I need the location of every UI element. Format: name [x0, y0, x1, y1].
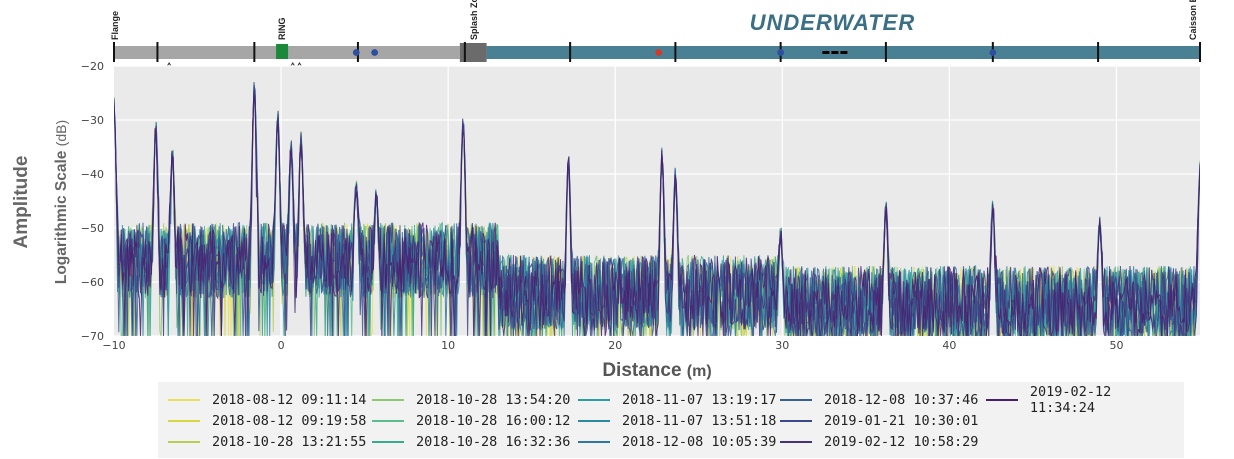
- x-axis-label: Distance (m): [602, 360, 711, 381]
- legend-label: 2018-08-12 09:11:14: [212, 392, 367, 408]
- legend-item: 2018-12-08 10:37:46: [780, 390, 978, 410]
- x-tick-label: 10: [441, 339, 455, 352]
- legend-swatch: [372, 399, 404, 401]
- y-tick-label: −70: [81, 330, 104, 343]
- legend-label: 2018-12-08 10:05:39: [622, 434, 777, 450]
- y-axis-unit: (dB): [53, 120, 69, 146]
- x-axis-unit: (m): [687, 363, 712, 380]
- legend-item: 2018-08-12 09:11:14: [168, 390, 366, 410]
- location-bar: Flange RING Splash Zone UNDERWATER Caisson E…: [110, 0, 1201, 69]
- legend-item: 2018-11-07 13:19:17: [578, 390, 776, 410]
- sensor-dot: [352, 49, 360, 56]
- y-axis-label: Logarithmic Scale (dB): [53, 120, 70, 284]
- series-line: [114, 94, 1200, 336]
- legend-item: 2018-10-28 13:54:20: [372, 390, 570, 410]
- sensor-dot: [989, 49, 997, 56]
- splash-zone-segment: [459, 43, 487, 62]
- zone-label: Caisson END: [1188, 0, 1198, 40]
- y-tick-label: −60: [81, 276, 104, 289]
- legend-label: 2019-01-21 10:30:01: [824, 413, 979, 429]
- legend-swatch: [168, 420, 200, 422]
- sensor-dot: [655, 49, 663, 56]
- legend-item: 2018-11-07 13:51:18: [578, 411, 776, 431]
- legend-label: 2018-10-28 16:00:12: [416, 413, 571, 429]
- legend-swatch: [780, 420, 812, 422]
- zone-label: Flange: [110, 11, 120, 40]
- legend-label: 2018-10-28 13:21:55: [212, 434, 367, 450]
- legend-item: 2019-02-12 11:34:24: [986, 384, 1184, 416]
- y-tick-label: −30: [81, 114, 104, 127]
- legend-swatch: [372, 441, 404, 443]
- x-tick-label: 50: [1109, 339, 1123, 352]
- legend-swatch: [578, 399, 610, 401]
- legend-label: 2018-10-28 13:54:20: [416, 392, 571, 408]
- axes: −10 0 10 20 30 40 50 −20 −30 −40 −50 −60 −70: [81, 60, 1124, 352]
- x-tick-label: 0: [278, 339, 285, 352]
- x-tick-label: 30: [775, 339, 789, 352]
- series-line: [114, 90, 1200, 336]
- zone-label-underwater: UNDERWATER: [750, 10, 916, 35]
- y-tick-label: −20: [81, 60, 104, 73]
- legend-label: 2018-12-08 10:37:46: [824, 392, 979, 408]
- legend-item: 2018-10-28 16:00:12: [372, 411, 570, 431]
- legend-label: 2019-02-12 10:58:29: [824, 434, 979, 450]
- legend-label: 2018-08-12 09:19:58: [212, 413, 367, 429]
- legend-item: 2018-08-12 09:19:58: [168, 411, 366, 431]
- x-axis-label-text: Distance: [602, 360, 681, 381]
- zone-label: Splash Zone: [469, 0, 479, 40]
- x-tick-label: −10: [102, 339, 125, 352]
- sensor-dot: [371, 49, 379, 56]
- legend-item: 2018-10-28 16:32:36: [372, 432, 570, 452]
- y-axis-label-text: Logarithmic Scale: [53, 150, 70, 284]
- legend-item: 2018-12-08 10:05:39: [578, 432, 776, 452]
- zone-label: RING: [277, 18, 287, 41]
- legend-swatch: [372, 420, 404, 422]
- legend-item: 2018-10-28 13:21:55: [168, 432, 366, 452]
- legend-label: 2018-10-28 16:32:36: [416, 434, 571, 450]
- legend-item: 2019-02-12 10:58:29: [780, 432, 978, 452]
- y-tick-label: −40: [81, 168, 104, 181]
- legend-swatch: [578, 420, 610, 422]
- legend-item: 2019-01-21 10:30:01: [780, 411, 978, 431]
- legend-swatch: [780, 399, 812, 401]
- legend-label: 2018-11-07 13:51:18: [622, 413, 777, 429]
- ring-marker: [276, 44, 289, 59]
- sensor-dot: [777, 49, 785, 56]
- x-tick-label: 40: [942, 339, 956, 352]
- series-layer: [114, 81, 1200, 336]
- legend-swatch: [168, 399, 200, 401]
- y-tick-label: −50: [81, 222, 104, 235]
- legend-label: 2019-02-12 11:34:24: [1029, 384, 1112, 416]
- legend: 2018-08-12 09:11:14 2018-08-12 09:19:58 20…: [158, 382, 1184, 458]
- legend-swatch: [578, 441, 610, 443]
- legend-swatch: [168, 441, 200, 443]
- y-axis-outer-label: Amplitude: [11, 156, 32, 249]
- legend-label: 2018-11-07 13:19:17: [622, 392, 777, 408]
- x-tick-label: 20: [608, 339, 622, 352]
- legend-swatch: [986, 399, 1018, 401]
- legend-swatch: [780, 441, 812, 443]
